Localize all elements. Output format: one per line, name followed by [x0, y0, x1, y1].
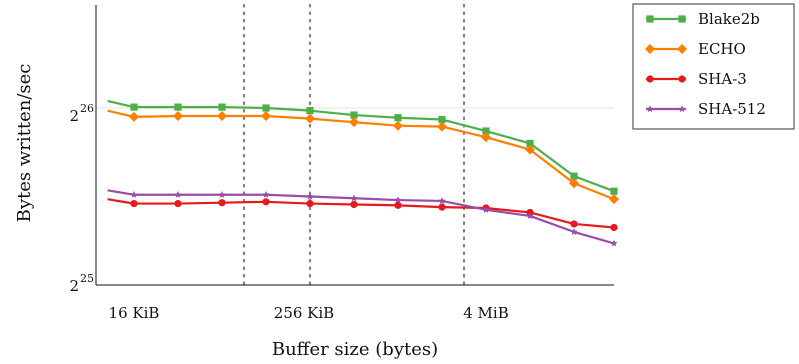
series-sha-3 [107, 198, 618, 232]
data-point [570, 172, 578, 180]
data-point [218, 199, 226, 207]
data-point [217, 110, 227, 121]
x-tick-label: 16 KiB [109, 304, 160, 322]
data-point [569, 178, 579, 189]
plot-axes [95, 5, 614, 286]
data-point [525, 144, 535, 155]
legend-swatch-marker [645, 44, 655, 54]
data-point [349, 117, 359, 128]
series-sha-512 [107, 189, 618, 247]
data-point [609, 194, 619, 205]
data-point [482, 127, 490, 135]
y-tick-exponent: 25 [80, 272, 94, 285]
data-point [350, 111, 358, 119]
data-point [437, 121, 447, 132]
series-line [107, 198, 615, 229]
series-line [107, 109, 615, 201]
legend-entries: Blake2b ECHO SHA-3 SHA-512 [645, 10, 766, 118]
legend-entry: SHA-3 [646, 70, 747, 88]
y-tick-base: 2 [69, 107, 79, 125]
data-point [130, 190, 138, 198]
legend-label: SHA-512 [698, 100, 766, 118]
data-point [130, 103, 138, 111]
data-point [438, 203, 446, 211]
x-axis-title: Buffer size (bytes) [272, 339, 438, 360]
data-point [306, 199, 314, 208]
data-point [610, 239, 618, 247]
data-point [394, 114, 402, 122]
legend-entry: ECHO [645, 40, 746, 58]
data-point [174, 103, 182, 111]
data-point [438, 197, 446, 204]
x-tick-label: 4 MiB [463, 304, 509, 322]
series-echo [107, 109, 619, 205]
legend-swatch-marker [678, 15, 686, 23]
tick-labels: 16 KiB 256 KiB 4 MiB 2 25 2 26 [69, 102, 508, 322]
data-point [394, 196, 402, 204]
series-line [107, 99, 615, 193]
axis-titles: Buffer size (bytes) Bytes written/sec [14, 64, 438, 360]
data-point [262, 198, 270, 206]
legend-entry: Blake2b [646, 10, 760, 28]
data-point [261, 110, 271, 121]
data-point [393, 120, 403, 131]
data-point [218, 190, 226, 198]
data-point [174, 190, 182, 198]
data-point [262, 104, 270, 112]
data-point [350, 194, 358, 202]
data-point [306, 192, 314, 200]
legend-swatch-marker [646, 15, 654, 23]
legend-swatch-marker [646, 75, 654, 83]
legend-swatch-marker [646, 105, 654, 113]
data-point [218, 103, 226, 111]
y-tick-label: 2 26 [69, 102, 94, 125]
data-point [526, 139, 534, 147]
legend-swatch-marker [677, 44, 687, 54]
legend-label: SHA-3 [698, 70, 747, 88]
legend-label: ECHO [698, 40, 746, 58]
legend-swatch-marker [678, 75, 686, 83]
data-point [610, 223, 618, 232]
data-point [438, 115, 446, 124]
data-point [306, 107, 314, 115]
legend-entry: SHA-512 [646, 100, 766, 118]
data-point [174, 199, 182, 208]
series-blake2b [107, 99, 618, 195]
data-point [610, 187, 618, 195]
legend: Blake2b ECHO SHA-3 SHA-512 [632, 3, 795, 130]
y-tick-exponent: 26 [80, 102, 94, 115]
y-tick-base: 2 [69, 277, 79, 295]
data-point [570, 220, 578, 228]
series-lines [107, 99, 619, 247]
data-point [526, 212, 534, 220]
data-point [482, 205, 490, 213]
data-point [394, 201, 402, 209]
x-tick-label: 256 KiB [274, 304, 334, 322]
y-axis-title: Bytes written/sec [14, 64, 35, 223]
data-point [262, 190, 270, 198]
data-point [570, 228, 578, 235]
data-point [130, 199, 138, 208]
legend-label: Blake2b [698, 10, 760, 28]
data-point [129, 111, 139, 122]
grid-lines [96, 3, 614, 287]
data-point [350, 200, 358, 209]
legend-swatch-marker [678, 105, 686, 113]
series-line [107, 189, 615, 245]
y-tick-label: 2 25 [69, 272, 94, 295]
data-point [305, 113, 315, 124]
data-point [481, 132, 491, 143]
data-point [173, 110, 183, 121]
